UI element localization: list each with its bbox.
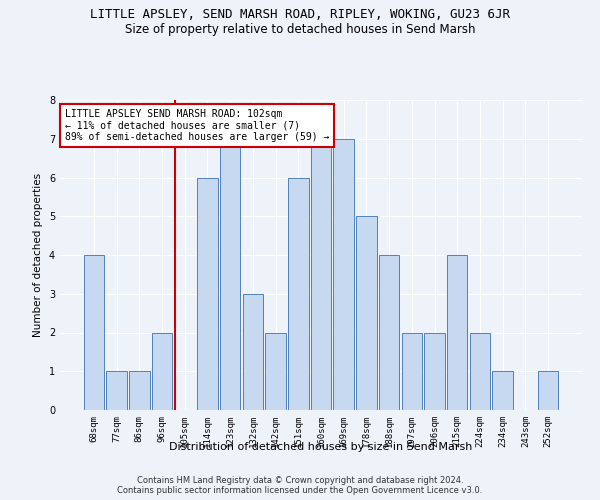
Bar xyxy=(447,255,467,410)
Bar xyxy=(265,332,286,410)
Text: LITTLE APSLEY SEND MARSH ROAD: 102sqm
← 11% of detached houses are smaller (7)
8: LITTLE APSLEY SEND MARSH ROAD: 102sqm ← … xyxy=(65,110,329,142)
Bar xyxy=(220,138,241,410)
Bar xyxy=(288,178,308,410)
Bar xyxy=(242,294,263,410)
Bar xyxy=(379,255,400,410)
Bar xyxy=(493,371,513,410)
Bar xyxy=(106,371,127,410)
Text: LITTLE APSLEY, SEND MARSH ROAD, RIPLEY, WOKING, GU23 6JR: LITTLE APSLEY, SEND MARSH ROAD, RIPLEY, … xyxy=(90,8,510,20)
Bar xyxy=(152,332,172,410)
Bar xyxy=(356,216,377,410)
Bar xyxy=(470,332,490,410)
Bar xyxy=(129,371,149,410)
Y-axis label: Number of detached properties: Number of detached properties xyxy=(34,173,43,337)
Text: Contains HM Land Registry data © Crown copyright and database right 2024.
Contai: Contains HM Land Registry data © Crown c… xyxy=(118,476,482,495)
Bar xyxy=(424,332,445,410)
Text: Distribution of detached houses by size in Send Marsh: Distribution of detached houses by size … xyxy=(169,442,473,452)
Bar xyxy=(401,332,422,410)
Bar xyxy=(84,255,104,410)
Bar xyxy=(311,138,331,410)
Bar xyxy=(334,138,354,410)
Bar xyxy=(197,178,218,410)
Text: Size of property relative to detached houses in Send Marsh: Size of property relative to detached ho… xyxy=(125,22,475,36)
Bar xyxy=(538,371,558,410)
